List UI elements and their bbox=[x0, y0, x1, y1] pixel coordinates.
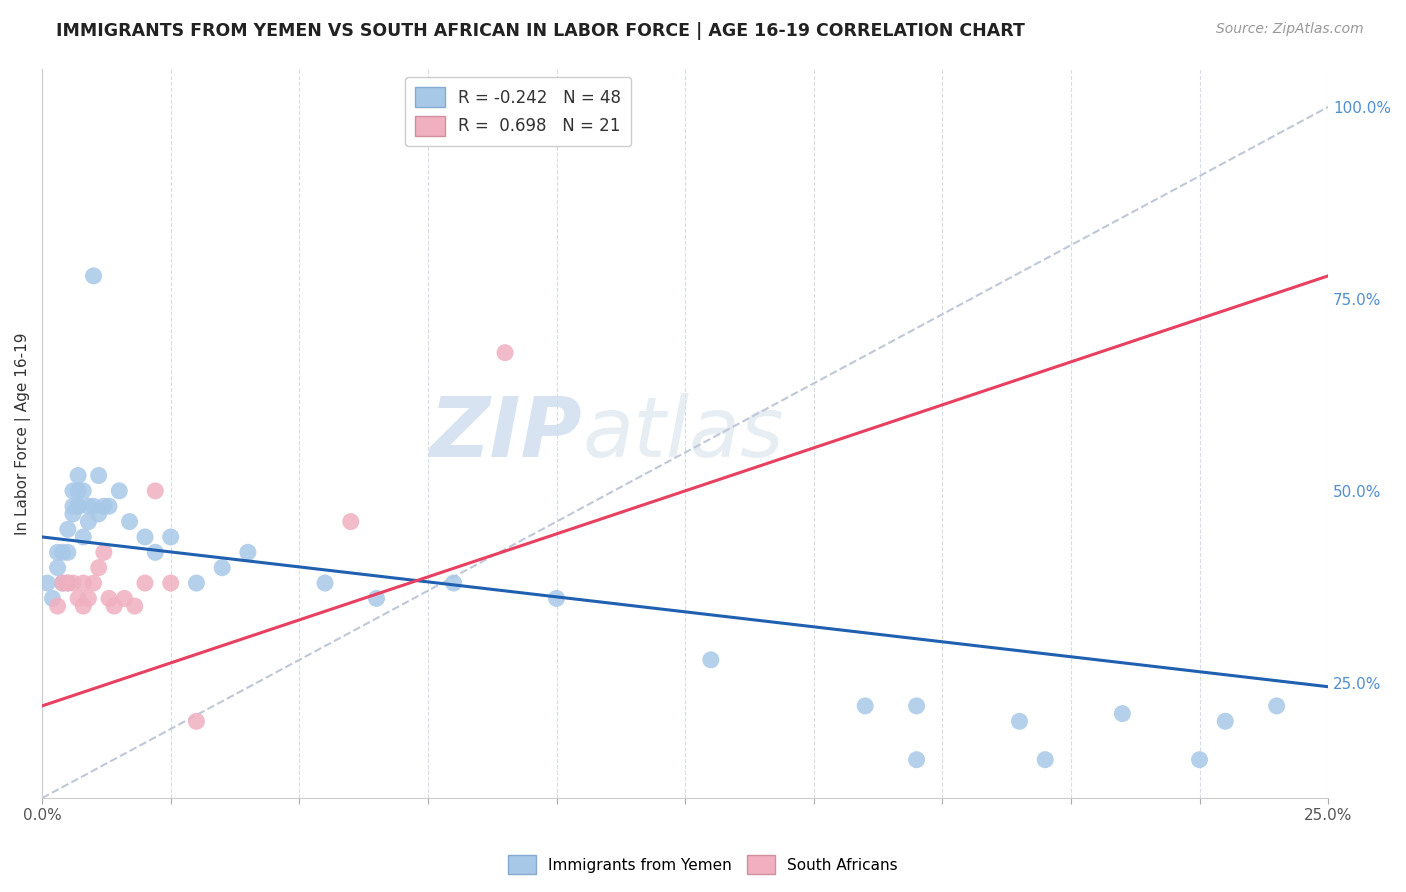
Point bbox=[37, 576, 59, 591]
Point bbox=[52, 545, 75, 559]
Point bbox=[52, 576, 75, 591]
Point bbox=[103, 599, 125, 613]
Point bbox=[67, 500, 90, 514]
Point bbox=[186, 576, 208, 591]
Point bbox=[46, 599, 69, 613]
Point bbox=[700, 653, 723, 667]
Point bbox=[118, 515, 141, 529]
Point bbox=[62, 576, 84, 591]
Point bbox=[124, 599, 146, 613]
Point bbox=[1188, 753, 1211, 767]
Point bbox=[366, 591, 388, 606]
Y-axis label: In Labor Force | Age 16-19: In Labor Force | Age 16-19 bbox=[15, 332, 31, 534]
Point bbox=[186, 714, 208, 729]
Point bbox=[1033, 753, 1056, 767]
Point bbox=[443, 576, 465, 591]
Point bbox=[236, 545, 259, 559]
Point bbox=[67, 468, 90, 483]
Point bbox=[56, 576, 79, 591]
Text: Source: ZipAtlas.com: Source: ZipAtlas.com bbox=[1216, 22, 1364, 37]
Point bbox=[52, 576, 75, 591]
Point bbox=[62, 500, 84, 514]
Point bbox=[67, 483, 90, 498]
Point bbox=[87, 507, 110, 521]
Point bbox=[1008, 714, 1031, 729]
Point bbox=[77, 500, 100, 514]
Point bbox=[77, 591, 100, 606]
Point bbox=[46, 545, 69, 559]
Text: atlas: atlas bbox=[582, 392, 785, 474]
Point bbox=[159, 530, 181, 544]
Point bbox=[56, 576, 79, 591]
Point bbox=[56, 522, 79, 536]
Legend: Immigrants from Yemen, South Africans: Immigrants from Yemen, South Africans bbox=[502, 849, 904, 880]
Point bbox=[93, 500, 115, 514]
Point bbox=[546, 591, 568, 606]
Point bbox=[83, 576, 105, 591]
Point bbox=[93, 545, 115, 559]
Point bbox=[83, 500, 105, 514]
Text: IMMIGRANTS FROM YEMEN VS SOUTH AFRICAN IN LABOR FORCE | AGE 16-19 CORRELATION CH: IMMIGRANTS FROM YEMEN VS SOUTH AFRICAN I… bbox=[56, 22, 1025, 40]
Point bbox=[98, 500, 121, 514]
Point bbox=[72, 599, 94, 613]
Point bbox=[83, 268, 105, 283]
Point bbox=[56, 545, 79, 559]
Point bbox=[41, 591, 63, 606]
Point bbox=[159, 576, 181, 591]
Point bbox=[1111, 706, 1133, 721]
Point bbox=[905, 753, 928, 767]
Legend: R = -0.242   N = 48, R =  0.698   N = 21: R = -0.242 N = 48, R = 0.698 N = 21 bbox=[405, 77, 631, 146]
Point bbox=[134, 576, 156, 591]
Point bbox=[1265, 698, 1288, 713]
Point bbox=[494, 345, 516, 359]
Point bbox=[905, 698, 928, 713]
Point bbox=[339, 515, 361, 529]
Point bbox=[853, 698, 876, 713]
Point bbox=[108, 483, 131, 498]
Point bbox=[67, 591, 90, 606]
Point bbox=[62, 507, 84, 521]
Point bbox=[46, 560, 69, 574]
Point bbox=[62, 483, 84, 498]
Point bbox=[72, 530, 94, 544]
Text: ZIP: ZIP bbox=[430, 392, 582, 474]
Point bbox=[87, 468, 110, 483]
Point bbox=[77, 515, 100, 529]
Point bbox=[112, 591, 135, 606]
Point bbox=[72, 483, 94, 498]
Point bbox=[98, 591, 121, 606]
Point bbox=[143, 483, 166, 498]
Point bbox=[314, 576, 336, 591]
Point bbox=[67, 500, 90, 514]
Point bbox=[211, 560, 233, 574]
Point bbox=[134, 530, 156, 544]
Point bbox=[143, 545, 166, 559]
Point bbox=[72, 576, 94, 591]
Point bbox=[87, 560, 110, 574]
Point bbox=[1213, 714, 1236, 729]
